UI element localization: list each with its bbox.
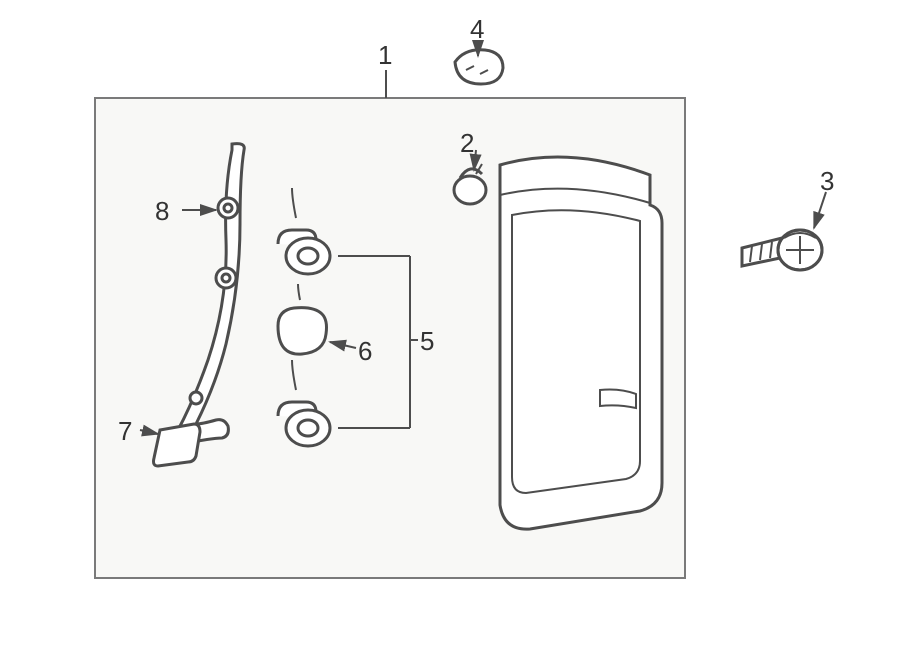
- callout-8: 8: [155, 196, 169, 227]
- leader-3: [814, 192, 826, 228]
- callout-4: 4: [470, 14, 484, 45]
- callout-6: 6: [358, 336, 372, 367]
- diagram-stage: 1 2 3 4 5 6 7 8: [0, 0, 900, 661]
- callout-1: 1: [378, 40, 392, 71]
- callout-5: 5: [420, 326, 434, 357]
- callout-3: 3: [820, 166, 834, 197]
- callout-2: 2: [460, 128, 474, 159]
- diagram-svg: [0, 0, 900, 661]
- callout-7: 7: [118, 416, 132, 447]
- part-3-screw: [742, 230, 822, 270]
- tail-lamp-lens: [500, 157, 662, 529]
- part-7-tab: [154, 424, 201, 466]
